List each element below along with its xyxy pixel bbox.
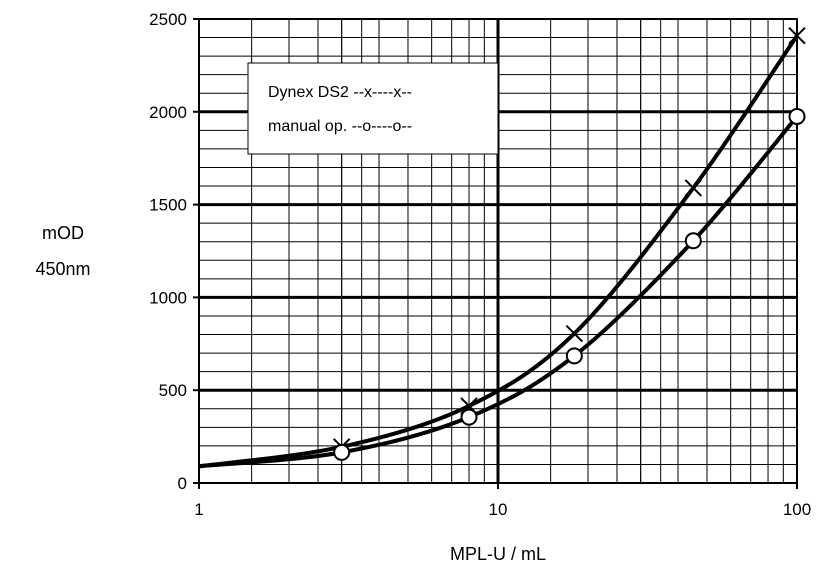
x-marker-stroke xyxy=(684,179,703,197)
data-point-x-marker xyxy=(684,179,703,197)
data-point-x-marker xyxy=(788,26,806,45)
y-tick-label: 1000 xyxy=(149,288,187,307)
legend-entry-dynex: Dynex DS2 --x----x-- xyxy=(268,84,412,101)
x-marker-stroke xyxy=(788,26,806,45)
y-axis-title-line-1: mOD xyxy=(42,223,84,243)
data-point-o-marker xyxy=(460,408,478,426)
series-line-dynex xyxy=(198,34,799,469)
data-point-x-marker xyxy=(565,324,584,343)
y-axis-title-line-2: 450nm xyxy=(35,259,90,279)
x-tick-label: 10 xyxy=(489,500,508,519)
legend: Dynex DS2 --x----x-- manual op. --o----o… xyxy=(247,62,499,155)
data-point-o-marker xyxy=(565,347,583,365)
y-tick-label: 2500 xyxy=(149,10,187,29)
data-point-o-marker xyxy=(684,232,702,250)
legend-box xyxy=(247,62,499,155)
x-tick-labels: 1 10 100 xyxy=(194,483,811,519)
series-layer xyxy=(198,26,806,469)
series-line-manual xyxy=(198,115,799,469)
y-tick-label: 2000 xyxy=(149,103,187,122)
y-tick-label: 1500 xyxy=(149,196,187,215)
data-point-o-marker xyxy=(788,107,806,125)
y-tick-label: 500 xyxy=(159,381,187,400)
y-tick-labels: 0 500 1000 1500 2000 2500 xyxy=(149,10,199,493)
data-point-o-marker xyxy=(333,443,351,461)
x-tick-label: 100 xyxy=(783,500,811,519)
legend-entry-manual: manual op. --o----o-- xyxy=(268,118,412,135)
y-tick-label: 0 xyxy=(178,474,187,493)
x-tick-label: 1 xyxy=(194,500,203,519)
x-marker-stroke xyxy=(565,324,584,343)
x-axis-title: MPL-U / mL xyxy=(450,544,546,564)
